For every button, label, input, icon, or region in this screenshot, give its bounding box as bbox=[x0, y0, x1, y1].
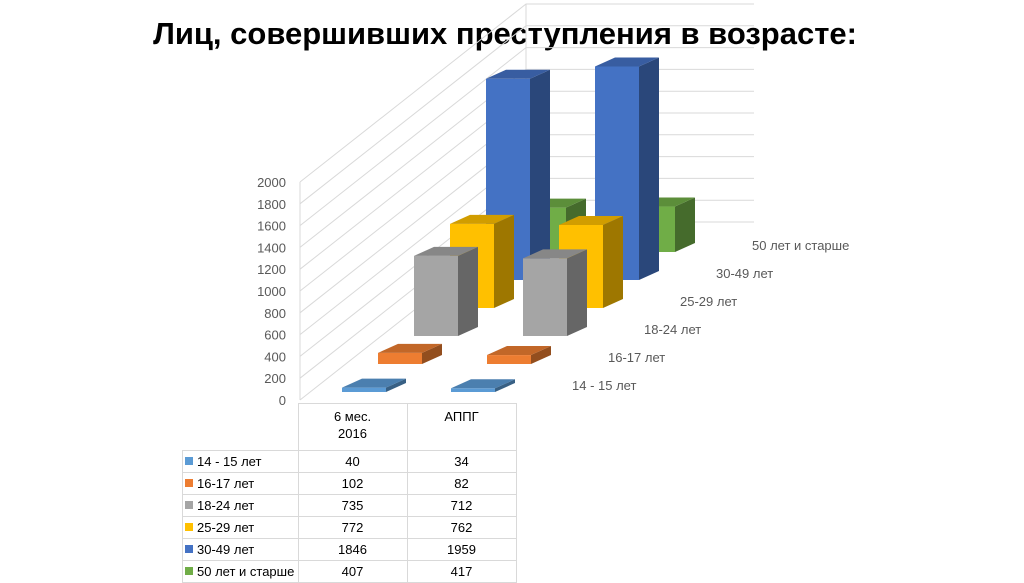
series-label: 14 - 15 лет bbox=[572, 378, 636, 393]
table-row: 50 лет и старше 407 417 bbox=[182, 560, 517, 583]
table-category-label: АППГ bbox=[444, 409, 479, 424]
y-tick-label: 600 bbox=[264, 328, 286, 343]
series-label: 18-24 лет bbox=[644, 322, 701, 337]
series-name: 50 лет и старше bbox=[197, 564, 295, 579]
series-label: 30-49 лет bbox=[716, 266, 773, 281]
series-name: 25-29 лет bbox=[197, 520, 255, 535]
series-name: 16-17 лет bbox=[197, 476, 255, 491]
table-value-cell: 82 bbox=[406, 472, 517, 495]
series-name: 18-24 лет bbox=[197, 498, 255, 513]
bar bbox=[378, 343, 442, 364]
y-tick-label: 2000 bbox=[257, 175, 286, 190]
legend-swatch bbox=[185, 567, 193, 575]
table-category-label: 2016 bbox=[338, 426, 367, 441]
series-label: 25-29 лет bbox=[680, 294, 737, 309]
gridline bbox=[299, 25, 754, 205]
table-value-cell: 762 bbox=[406, 516, 517, 539]
legend-swatch bbox=[185, 523, 193, 531]
legend-swatch bbox=[185, 545, 193, 553]
bar bbox=[523, 249, 587, 336]
y-tick-label: 1400 bbox=[257, 240, 286, 255]
table-series-cell: 16-17 лет bbox=[182, 472, 299, 495]
table-category-header: АППГ bbox=[406, 403, 517, 451]
table-row: 14 - 15 лет 40 34 bbox=[182, 450, 517, 473]
bar bbox=[451, 379, 515, 392]
series-name: 30-49 лет bbox=[197, 542, 255, 557]
y-tick-label: 800 bbox=[264, 306, 286, 321]
y-tick-label: 1200 bbox=[257, 262, 286, 277]
series-label: 16-17 лет bbox=[608, 350, 665, 365]
bar bbox=[487, 346, 551, 364]
chart-title: Лиц, совершивших преступления в возрасте… bbox=[153, 16, 857, 51]
series-label: 50 лет и старше bbox=[752, 238, 849, 253]
table-corner bbox=[182, 403, 299, 451]
legend-swatch bbox=[185, 501, 193, 509]
table-value-cell: 712 bbox=[406, 494, 517, 517]
y-tick-label: 1800 bbox=[257, 197, 286, 212]
bar bbox=[414, 246, 478, 336]
table-series-cell: 25-29 лет bbox=[182, 516, 299, 539]
legend-swatch bbox=[185, 479, 193, 487]
series-name: 14 - 15 лет bbox=[197, 454, 262, 469]
data-table: 6 мес. 2016 АППГ 14 - 15 лет 40 34 16-17 лет 1… bbox=[182, 403, 517, 583]
table-value-cell: 34 bbox=[406, 450, 517, 473]
y-tick-label: 0 bbox=[279, 393, 286, 408]
depth-axis-labels: 14 - 15 лет 16-17 лет 18-24 лет 25-29 лет 30… bbox=[572, 238, 849, 393]
table-category-header: 6 мес. 2016 bbox=[297, 403, 408, 451]
table-category-label: 6 мес. bbox=[333, 409, 372, 424]
y-tick-label: 400 bbox=[264, 349, 286, 364]
table-series-cell: 30-49 лет bbox=[182, 538, 299, 561]
table-series-cell: 50 лет и старше bbox=[182, 560, 299, 583]
table-value-cell: 1846 bbox=[297, 538, 408, 561]
table-row: 16-17 лет 102 82 bbox=[182, 472, 517, 495]
gridline bbox=[299, 68, 754, 248]
y-axis-ticks: 0 200 400 600 800 1000 1200 1400 1600 1800 2000 bbox=[257, 175, 286, 408]
y-tick-label: 1600 bbox=[257, 219, 286, 234]
table-value-cell: 1959 bbox=[406, 538, 517, 561]
y-tick-label: 200 bbox=[264, 371, 286, 386]
y-tick-label: 1000 bbox=[257, 284, 286, 299]
legend-swatch bbox=[185, 457, 193, 465]
table-value-cell: 772 bbox=[297, 516, 408, 539]
chart-bars bbox=[342, 57, 695, 392]
table-series-cell: 18-24 лет bbox=[182, 494, 299, 517]
table-row: 18-24 лет 735 712 bbox=[182, 494, 517, 517]
table-series-cell: 14 - 15 лет bbox=[182, 450, 299, 473]
bar bbox=[342, 378, 406, 392]
table-row: 30-49 лет 1846 1959 bbox=[182, 538, 517, 561]
table-value-cell: 735 bbox=[297, 494, 408, 517]
table-value-cell: 407 bbox=[297, 560, 408, 583]
table-value-cell: 417 bbox=[406, 560, 517, 583]
gridline bbox=[299, 3, 754, 183]
table-header-row: 6 мес. 2016 АППГ bbox=[182, 403, 517, 451]
gridline bbox=[299, 47, 754, 226]
table-value-cell: 40 bbox=[297, 450, 408, 473]
table-value-cell: 102 bbox=[297, 472, 408, 495]
table-row: 25-29 лет 772 762 bbox=[182, 516, 517, 539]
